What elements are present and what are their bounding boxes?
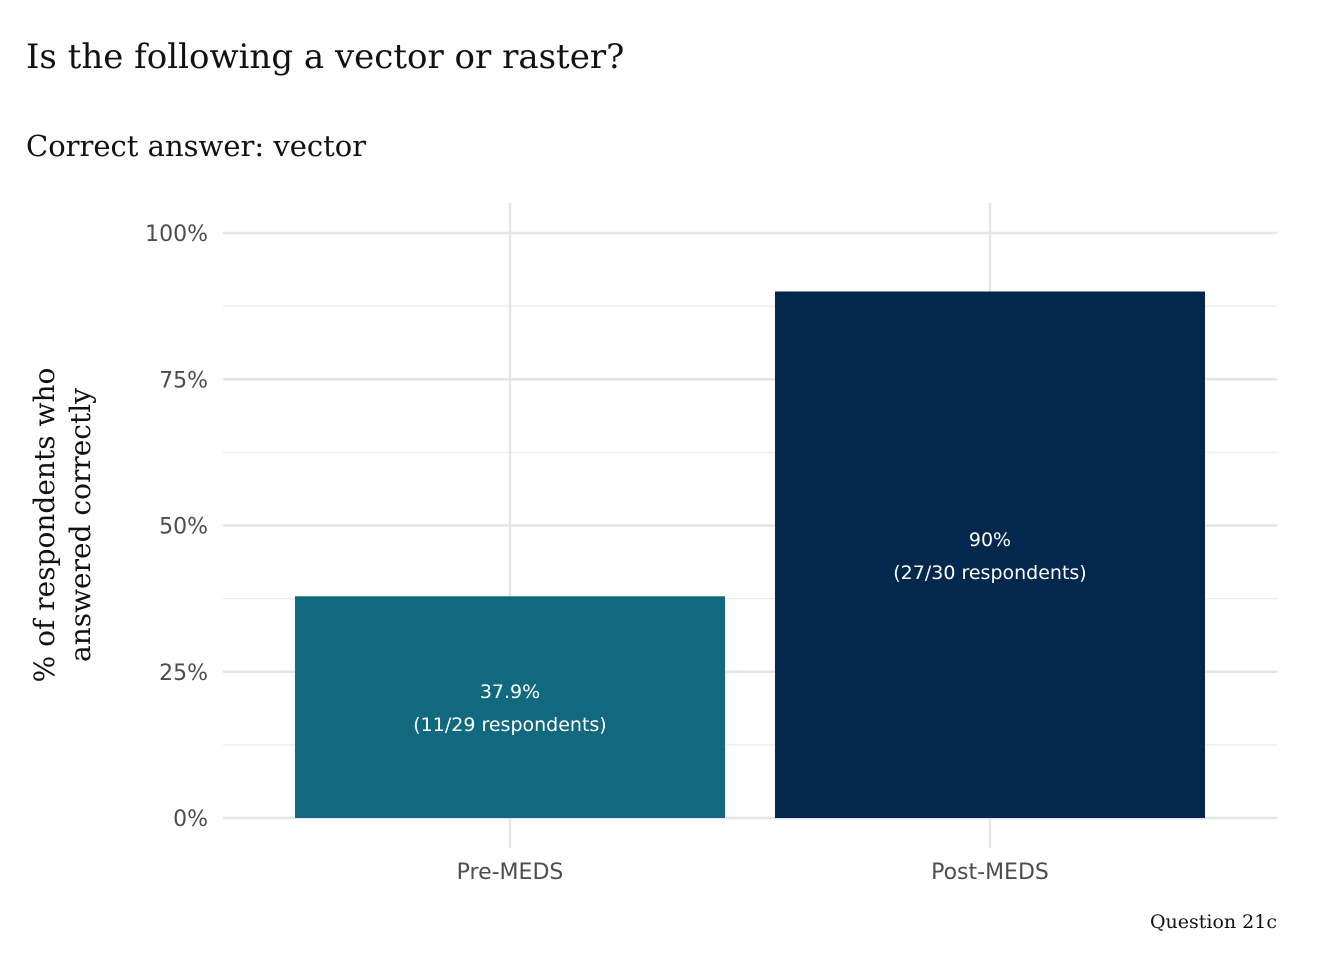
y-axis-label-line2: answered correctly (64, 388, 97, 662)
y-axis-label-line1: % of respondents who (28, 368, 61, 683)
y-tick-label: 0% (173, 807, 208, 832)
bar-pre-meds (295, 596, 725, 818)
bar-count-label: (11/29 respondents) (413, 714, 606, 736)
bars (295, 291, 1205, 818)
bar-value-label: 90% (969, 529, 1011, 551)
bar-value-label: 37.9% (480, 681, 540, 703)
y-tick-label: 25% (159, 661, 208, 686)
bar-count-label: (27/30 respondents) (893, 562, 1086, 584)
x-tick-label: Pre-MEDS (457, 860, 564, 885)
y-tick-label: 100% (145, 222, 208, 247)
chart-title: Is the following a vector or raster? (26, 37, 624, 77)
x-tick-label: Post-MEDS (931, 860, 1049, 885)
chart-subtitle: Correct answer: vector (26, 129, 366, 163)
labels: 0% 25% 50% 75% 100% 37.9% (11/29 respondents) P… (145, 222, 1087, 885)
chart-caption: Question 21c (1150, 911, 1277, 933)
y-tick-label: 75% (159, 368, 208, 393)
y-tick-label: 50% (159, 515, 208, 540)
bar-post-meds (775, 291, 1205, 818)
